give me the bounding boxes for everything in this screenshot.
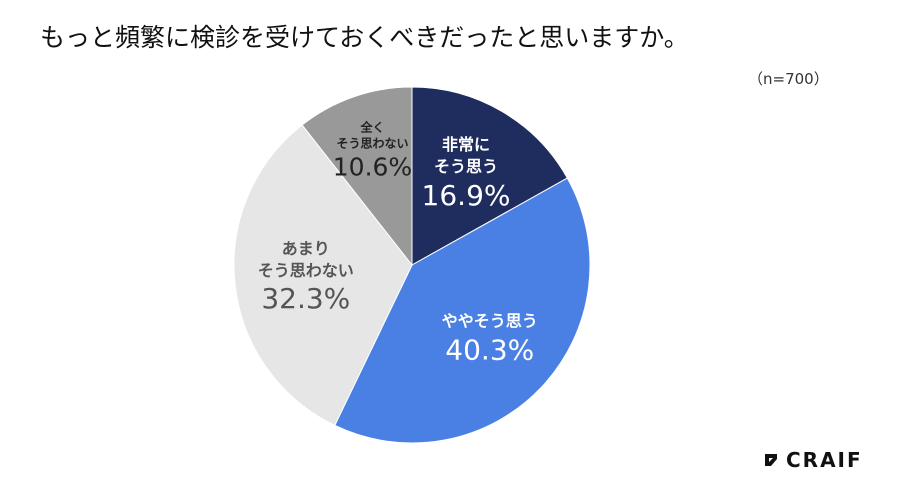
pie-slice [334,177,591,444]
value-label: 40.3% [445,332,535,366]
logo-icon [765,454,777,466]
category-label: 全く そう思わない [336,120,409,152]
category-label: 非常に そう思う [434,134,499,177]
value-label: 16.9% [421,178,511,212]
category-label: ややそう思う [441,311,538,331]
category-label: あまり そう思わない [257,238,354,281]
logo-text: CRAIF [786,448,863,472]
slice-label: 非常に そう思う 16.9% [422,134,511,212]
value-label: 10.6% [332,152,413,182]
slice-label: ややそう思う 40.3% [442,310,538,365]
logo: CRAIF [762,448,863,472]
value-label: 32.3% [261,282,351,316]
slice-label: 全く そう思わない 10.6% [333,119,412,182]
chart-subtitle: （n=700） [748,70,829,88]
slice-label: あまり そう思わない 32.3% [258,238,354,316]
pie-slice [233,124,413,427]
pie-slice [301,86,413,267]
pie-slice [411,86,569,266]
chart-title: もっと頻繁に検診を受けておくべきだったと思いますか。 [40,23,689,52]
